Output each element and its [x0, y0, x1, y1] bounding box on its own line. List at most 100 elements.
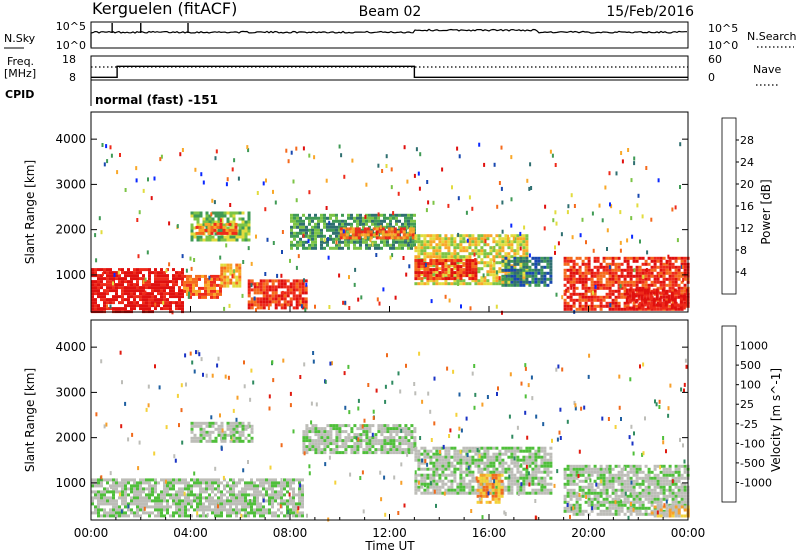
velocity-cell — [160, 493, 163, 497]
power-cell — [566, 304, 570, 308]
power-cell — [680, 280, 684, 284]
velocity-cell — [389, 439, 393, 443]
power-cell — [507, 277, 511, 281]
power-cell — [602, 286, 606, 290]
velocity-cell — [462, 455, 466, 459]
power-cell — [661, 303, 665, 307]
power-cell — [229, 278, 233, 282]
power-cell — [365, 222, 368, 226]
power-cell — [271, 294, 275, 298]
power-cell — [160, 292, 163, 296]
velocity-cell — [262, 487, 265, 491]
velocity-cell — [347, 433, 351, 437]
power-cell — [205, 211, 209, 215]
velocity-cell — [157, 499, 160, 503]
velocity-cell — [377, 442, 381, 446]
power-cell — [495, 240, 499, 244]
power-cell — [459, 246, 463, 250]
velocity-cell — [423, 449, 427, 453]
power-speck — [228, 303, 231, 308]
power-cell — [534, 265, 538, 269]
power-cell — [211, 220, 215, 224]
power-cell — [590, 301, 594, 305]
power-cell — [115, 295, 118, 299]
power-cell — [335, 216, 338, 220]
velocity-cell — [459, 485, 463, 489]
power-cell — [383, 216, 386, 220]
velocity-cell — [537, 491, 541, 495]
velocity-cell — [486, 458, 490, 462]
velocity-cell — [235, 424, 239, 428]
power-cell — [572, 274, 576, 278]
power-cell — [414, 255, 418, 259]
velocity-cell — [151, 511, 154, 515]
power-cell — [301, 300, 305, 304]
power-cell — [510, 249, 514, 253]
velocity-cell — [546, 464, 550, 468]
power-cell — [429, 240, 433, 244]
power-cell — [124, 289, 127, 293]
power-cell — [510, 255, 514, 259]
velocity-cell — [414, 452, 418, 456]
power-cell — [605, 262, 609, 266]
power-cell — [363, 227, 367, 231]
power-cell — [596, 298, 600, 302]
velocity-cell — [289, 496, 292, 500]
power-cell — [256, 300, 260, 304]
velocity-cell — [510, 461, 514, 465]
velocity-cell — [97, 511, 100, 515]
power-cell — [283, 285, 287, 289]
power-cell — [342, 233, 346, 237]
power-speck — [281, 230, 284, 234]
velocity-cell — [465, 464, 469, 468]
velocity-cell — [238, 436, 242, 440]
power-speck — [250, 261, 253, 266]
velocity-cell — [510, 446, 514, 450]
velocity-cell — [190, 499, 193, 503]
velocity-cell — [365, 442, 369, 446]
power-cell — [623, 286, 627, 290]
velocity-cell — [338, 451, 342, 455]
power-cell — [339, 233, 343, 237]
power-cell — [602, 298, 606, 302]
power-cell — [549, 277, 553, 281]
velocity-cell — [462, 449, 466, 453]
velocity-cell — [256, 505, 259, 509]
power-cell — [229, 269, 233, 273]
power-cell — [531, 280, 535, 284]
velocity-cell — [235, 514, 238, 518]
velocity-cell — [208, 493, 211, 497]
velocity-cell — [187, 514, 190, 518]
power-cell — [483, 282, 487, 286]
power-speck — [498, 181, 501, 185]
power-cell — [106, 271, 109, 275]
power-cell — [647, 283, 651, 287]
power-cell — [602, 265, 606, 269]
power-cell — [109, 268, 112, 272]
power-cell — [381, 230, 385, 234]
velocity-cell — [468, 449, 472, 453]
velocity-cell — [193, 421, 197, 425]
velocity-cell — [172, 493, 175, 497]
velocity-cell — [205, 487, 208, 491]
velocity-cell — [172, 511, 175, 515]
velocity-cell — [441, 473, 445, 477]
power-cell — [489, 270, 493, 274]
power-cell — [217, 220, 221, 224]
velocity-cell — [160, 511, 163, 515]
velocity-cell — [516, 476, 520, 480]
power-cell — [124, 307, 127, 311]
power-cell — [462, 255, 466, 259]
power-cell — [417, 259, 421, 263]
power-speck — [630, 216, 633, 221]
velocity-cell — [121, 502, 124, 506]
power-speck — [410, 244, 413, 249]
power-cell — [163, 271, 166, 275]
power-cell — [389, 246, 392, 250]
power-cell — [238, 226, 242, 230]
power-cell — [201, 295, 204, 299]
velocity-cell — [516, 488, 520, 492]
power-cell — [163, 301, 166, 305]
velocity-cell — [100, 502, 103, 506]
power-cell — [160, 283, 163, 287]
